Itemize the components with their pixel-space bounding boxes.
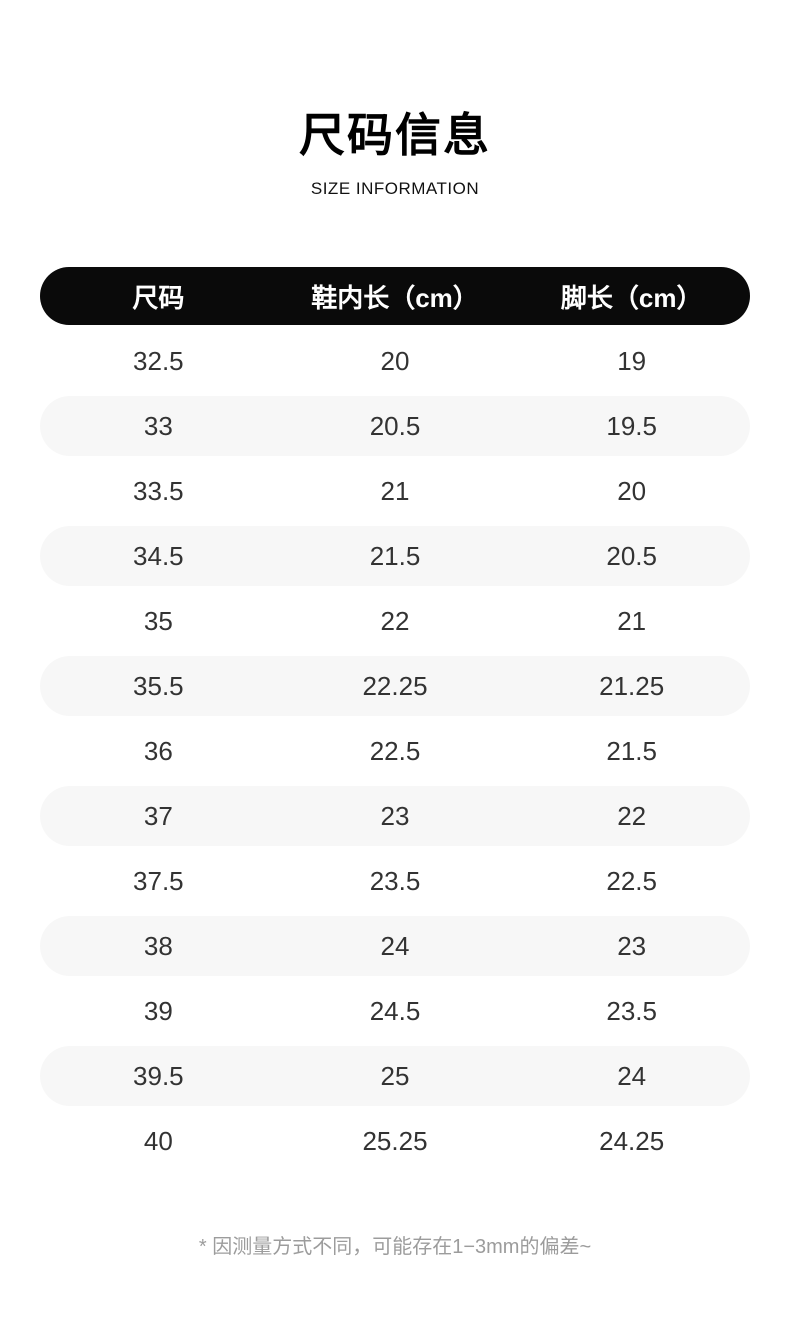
table-cell: 25 bbox=[380, 1060, 410, 1091]
table-cell: 36 bbox=[143, 735, 173, 766]
page-subtitle: SIZE INFORMATION bbox=[310, 179, 480, 198]
table-row: 39 24.5 23.5 bbox=[40, 981, 750, 1041]
table-cell: 38 bbox=[143, 930, 173, 961]
table-cell: 19 bbox=[617, 345, 647, 376]
table-cell: 40 bbox=[143, 1125, 173, 1156]
table-cell: 37 bbox=[143, 800, 173, 831]
table-row: 32.5 20 19 bbox=[40, 331, 750, 391]
table-cell: 23.5 bbox=[606, 995, 657, 1026]
table-cell: 39 bbox=[143, 995, 173, 1026]
table-cell: 39.5 bbox=[133, 1060, 184, 1091]
table-row: 40 25.25 24.25 bbox=[40, 1111, 750, 1171]
table-cell: 21.5 bbox=[606, 735, 657, 766]
table-row: 36 22.5 21.5 bbox=[40, 721, 750, 781]
size-table-header: 尺码 鞋内长（cm） 脚长（cm） bbox=[40, 267, 750, 326]
table-cell: 24.5 bbox=[369, 995, 421, 1026]
table-cell: 23 bbox=[380, 800, 410, 831]
table-cell: 23 bbox=[617, 930, 647, 961]
column-header-inner-length: 鞋内长（cm） bbox=[311, 282, 479, 313]
table-row: 33.5 21 20 bbox=[40, 461, 750, 521]
table-cell: 23.5 bbox=[369, 865, 421, 896]
table-cell: 20 bbox=[380, 345, 410, 376]
table-cell: 35.5 bbox=[133, 670, 184, 701]
table-cell: 34.5 bbox=[133, 540, 184, 571]
size-table: 尺码 鞋内长（cm） 脚长（cm） 32.5 20 19 33 20.5 19.5 33.5… bbox=[40, 267, 750, 1171]
table-cell: 22.5 bbox=[369, 735, 421, 766]
table-cell: 21 bbox=[380, 475, 410, 506]
table-cell: 24 bbox=[380, 930, 410, 961]
table-cell: 19.5 bbox=[606, 410, 657, 441]
table-row: 35 22 21 bbox=[40, 591, 750, 651]
table-cell: 25.25 bbox=[362, 1125, 428, 1156]
table-cell: 21.25 bbox=[599, 670, 665, 701]
table-cell: 22.5 bbox=[606, 865, 657, 896]
table-cell: 33 bbox=[143, 410, 173, 441]
table-row: 38 24 23 bbox=[40, 916, 750, 977]
table-cell: 22 bbox=[380, 605, 410, 636]
measurement-disclaimer: * 因测量方式不同，可能存在1−3mm的偏差~ bbox=[198, 1236, 592, 1259]
table-row: 34.5 21.5 20.5 bbox=[40, 526, 750, 587]
table-cell: 21 bbox=[617, 605, 647, 636]
table-row: 39.5 25 24 bbox=[40, 1046, 750, 1107]
table-row: 37 23 22 bbox=[40, 786, 750, 847]
table-cell: 24 bbox=[617, 1060, 647, 1091]
table-cell: 32.5 bbox=[133, 345, 184, 376]
table-cell: 21.5 bbox=[369, 540, 421, 571]
table-cell: 35 bbox=[143, 605, 173, 636]
table-cell: 37.5 bbox=[133, 865, 184, 896]
size-table-body: 32.5 20 19 33 20.5 19.5 33.5 21 20 34.5 21.5 20.5 35… bbox=[40, 331, 750, 1171]
table-cell: 22.25 bbox=[362, 670, 428, 701]
table-cell: 20 bbox=[617, 475, 647, 506]
table-cell: 22 bbox=[617, 800, 647, 831]
table-cell: 20.5 bbox=[369, 410, 421, 441]
page-title: 尺码信息 bbox=[299, 109, 491, 161]
table-cell: 33.5 bbox=[133, 475, 184, 506]
table-cell: 20.5 bbox=[606, 540, 657, 571]
column-header-size: 尺码 bbox=[132, 282, 185, 313]
table-row: 37.5 23.5 22.5 bbox=[40, 851, 750, 911]
table-cell: 24.25 bbox=[599, 1125, 665, 1156]
table-row: 33 20.5 19.5 bbox=[40, 396, 750, 457]
column-header-foot-length: 脚长（cm） bbox=[560, 282, 703, 313]
table-row: 35.5 22.25 21.25 bbox=[40, 656, 750, 717]
